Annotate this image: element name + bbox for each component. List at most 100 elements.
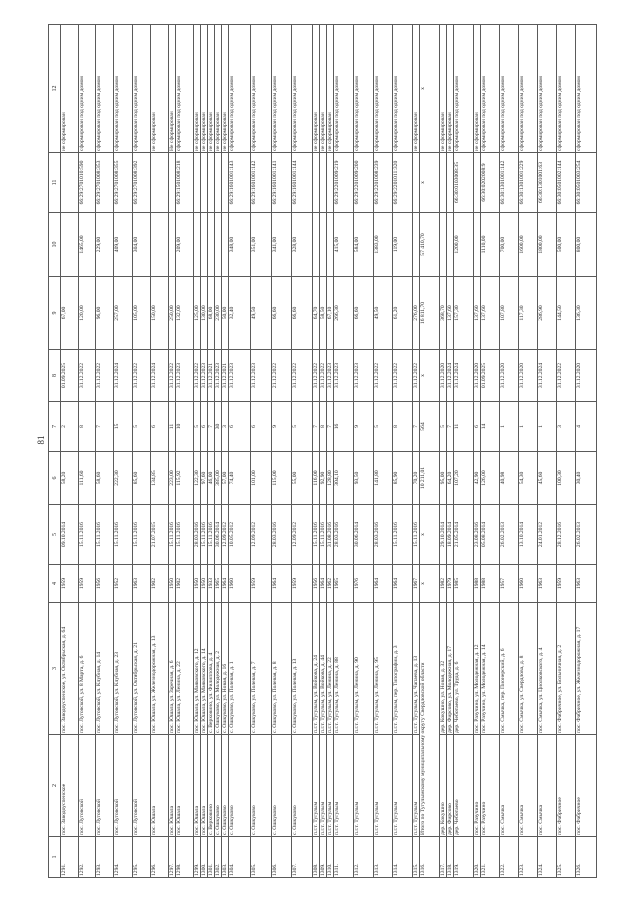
cadastral-number-cell: [319, 152, 327, 213]
survey-date-cell: 15.11.2016: [319, 504, 327, 565]
deadline-cell: 21.12.2022: [271, 349, 292, 402]
land-area-cell: [412, 212, 420, 277]
cadastral-number-cell: 66:30:0501003:254: [575, 152, 597, 213]
area-cell: 45,60: [537, 451, 557, 505]
column-header: 4: [48, 564, 61, 603]
address-cell: пос. Фабричное, ул. Железнодорожная, д. …: [575, 602, 597, 735]
table-row: 1294. пос. Луговской пос. Луговской, ул. К…: [113, 24, 133, 878]
land-status-cell: Не сформирован: [168, 24, 176, 153]
cadastral-number-cell: 66:29:2701008:353: [95, 152, 114, 213]
row-number-cell: 1302.: [214, 836, 222, 878]
area-cell: 58,60: [95, 451, 114, 505]
area-cell: 93,50: [353, 451, 374, 505]
cost-cell: 368,70: [439, 276, 447, 350]
row-number-cell: 1320.: [473, 836, 481, 878]
units-cell: 5: [291, 401, 313, 452]
survey-date-cell: 13.10.2014: [518, 504, 538, 565]
deadline-cell: 31.12.2023: [200, 349, 208, 402]
table-row: 1324. пос. Смычка пос. Смычка, ул. Циолков…: [537, 24, 557, 878]
cadastral-number-cell: [446, 152, 454, 213]
settlement-cell: пос. Луговской: [78, 734, 96, 837]
units-cell: 564: [419, 401, 440, 452]
row-number-cell: 1303.: [221, 836, 229, 878]
year-built-cell: 1965: [214, 564, 222, 603]
row-number-cell: 1312.: [353, 836, 374, 878]
cost-cell: 137,60: [446, 276, 454, 350]
units-cell: 1: [518, 401, 538, 452]
cadastral-number-cell: 66:29:2201008:239: [373, 152, 393, 213]
area-cell: 97,60: [200, 451, 208, 505]
survey-date-cell: 15.11.2016: [207, 504, 215, 565]
table-row: 1306. с. Ошкуково с. Ошкуково, ул. Полевая…: [271, 24, 292, 878]
survey-date-cell: 26.02.2013: [499, 504, 519, 565]
table-row: 1300. пос. Юшала пос. Юшала, ул. Маяковско…: [200, 24, 208, 878]
land-area-cell: 409,00: [113, 212, 133, 277]
address-cell: с. Верховино, ул. Филиппова, д. 4: [207, 602, 215, 735]
land-area-cell: 1383,00: [373, 212, 393, 277]
row-number-cell: 1315.: [412, 836, 420, 878]
address-cell: п.г.т. Тугулым, ул. Ленина, д. 95: [373, 602, 393, 735]
units-cell: 7: [326, 401, 334, 452]
cost-cell: 137,60: [473, 276, 481, 350]
table-row: 1292. пос. Луговской пос. Луговской, ул. 8…: [78, 24, 96, 878]
area-cell: 42,90: [473, 451, 481, 505]
year-built-cell: 1959: [250, 564, 272, 603]
land-area-cell: 1800,00: [537, 212, 557, 277]
units-cell: 7: [95, 401, 114, 452]
address-cell: пос. Луговской, ул. 8 Марта, д. 6: [78, 602, 96, 735]
cadastral-number-cell: 66:30:0501002:144: [556, 152, 576, 213]
row-number-cell: 1295.: [132, 836, 151, 878]
year-built-cell: 1957: [499, 564, 519, 603]
settlement-cell: пос. Юшала: [200, 734, 208, 837]
address-cell: пос. Юшала, ул. Ленина, д. 22: [175, 602, 194, 735]
table-row: 1321. пос. Разучино пос. Разучино, ул. Мол…: [480, 24, 500, 878]
deadline-cell: 31.12.2023: [353, 349, 374, 402]
settlement-cell: пос. Юшала: [168, 734, 176, 837]
table-row: 1301. с. Верховино с. Верховино, ул. Филип…: [207, 24, 215, 878]
column-header: 5: [48, 504, 61, 565]
area-cell: 385,00: [214, 451, 222, 505]
deadline-cell: 31.12.2024: [446, 349, 454, 402]
units-cell: 6: [250, 401, 272, 452]
address-cell: с. Ошкуково, ул. Полевая, д. 8: [271, 602, 292, 735]
land-status-cell: не сформирован: [214, 24, 222, 153]
address-cell: п.г.т. Тугулым, ул. Чапаева, д. 13: [412, 602, 420, 735]
settlement-cell: п.г.т. Тугулым: [373, 734, 393, 837]
settlement-cell: дер. Чеботаево: [453, 734, 474, 837]
year-built-cell: 1960: [228, 564, 251, 603]
cost-cell: 96,00: [95, 276, 114, 350]
deadline-cell: 01.09.2025: [480, 349, 500, 402]
land-status-cell: не сформирован: [412, 24, 420, 153]
table-row: 1303. с. Ошкуково с. Ошкуково, ул. Новая, …: [221, 24, 229, 878]
area-cell: 30,40: [575, 451, 597, 505]
table-row: 1322. пос. Смычка пос. Смычка, пер. Пионер…: [499, 24, 519, 878]
survey-date-cell: 15.11.2016: [312, 504, 320, 565]
year-built-cell: 1956: [312, 564, 320, 603]
address-cell: с. Ошкуково, ул. Новая, д. 16: [221, 602, 229, 735]
address-cell: пос. Смычка, пер. Пионерский, д. 6: [499, 602, 519, 735]
area-cell: 116,00: [312, 451, 320, 505]
deadline-cell: 31.12.2023: [175, 349, 194, 402]
table-row: 1325. пос. Фабричное пос. Фабричное, ул. Б…: [556, 24, 576, 878]
survey-date-cell: 15.11.2016: [95, 504, 114, 565]
area-cell: 126,00: [480, 451, 500, 505]
cadastral-number-cell: [221, 152, 229, 213]
year-built-cell: 1960: [518, 564, 538, 603]
year-built-cell: 1964: [319, 564, 327, 603]
year-built-cell: 1964: [392, 564, 413, 603]
address-cell: пос. Луговской, ул. Клубная, д. 23: [113, 602, 133, 735]
year-built-cell: 1988: [473, 564, 481, 603]
address-cell: п.г.т. Тугулым, ул. Войкова, д. 24: [312, 602, 320, 735]
settlement-cell: пос. Юшала: [175, 734, 194, 837]
survey-date-cell: 15.11.2016: [78, 504, 96, 565]
table-row: 1297. пос. Юшала пос. Юшала, ул. Заречная,…: [168, 24, 176, 878]
land-status-cell: сформирован под одним домом: [373, 24, 393, 153]
area-cell: 85,90: [392, 451, 413, 505]
row-number-cell: 1305.: [250, 836, 272, 878]
table-row: 1313. п.г.т. Тугулым п.г.т. Тугулым, ул. Л…: [373, 24, 393, 878]
units-cell: 9: [271, 401, 292, 452]
deadline-cell: 31.12.2022: [193, 349, 201, 402]
column-number-row: 1 2 3 4 5 6 7 8 9 10 11 12: [48, 24, 61, 878]
settlement-cell: п.г.т. Тугулым: [333, 734, 354, 837]
area-cell: 141,80: [373, 451, 393, 505]
